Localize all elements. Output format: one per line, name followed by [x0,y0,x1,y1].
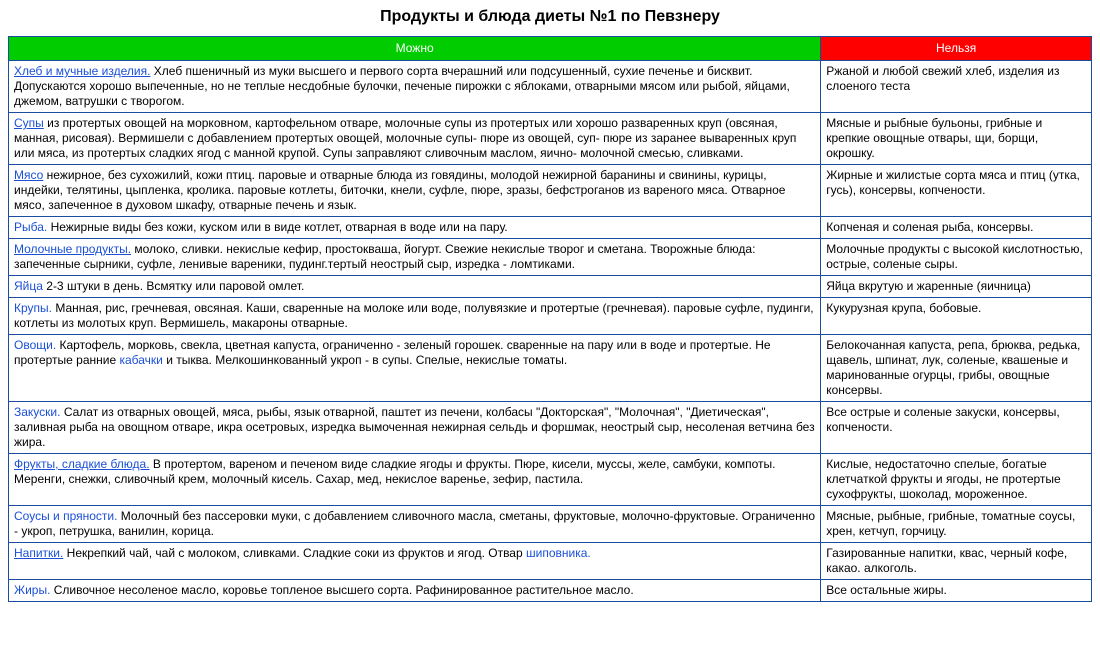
category-label[interactable]: Молочные продукты. [14,242,131,256]
category-label[interactable]: Крупы. [14,301,52,315]
cell-allowed: Закуски. Салат из отварных овощей, мяса,… [9,402,821,454]
table-row: Молочные продукты. молоко, сливки. некис… [9,239,1092,276]
category-label[interactable]: Рыба. [14,220,47,234]
table-row: Крупы. Манная, рис, гречневая, овсяная. … [9,298,1092,335]
cell-allowed: Рыба. Нежирные виды без кожи, куском или… [9,217,821,239]
inline-link[interactable]: кабачки [119,353,162,367]
category-label[interactable]: Фрукты, сладкие блюда. [14,457,150,471]
table-row: Супы из протертых овощей на морковном, к… [9,113,1092,165]
cell-forbidden: Молочные продукты с высокой кислотностью… [821,239,1092,276]
diet-table: Можно Нельзя Хлеб и мучные изделия. Хлеб… [8,36,1092,602]
cell-allowed: Овощи. Картофель, морковь, свекла, цветн… [9,335,821,402]
cell-forbidden: Яйца вкрутую и жаренные (яичница) [821,276,1092,298]
cell-forbidden: Кукурузная крупа, бобовые. [821,298,1092,335]
header-forbidden: Нельзя [821,37,1092,61]
table-body: Хлеб и мучные изделия. Хлеб пшеничный из… [9,61,1092,602]
cell-allowed: Крупы. Манная, рис, гречневая, овсяная. … [9,298,821,335]
cell-allowed: Молочные продукты. молоко, сливки. некис… [9,239,821,276]
cell-forbidden: Копченая и соленая рыба, консервы. [821,217,1092,239]
page-title: Продукты и блюда диеты №1 по Певзнеру [8,8,1092,26]
table-row: Соусы и пряности. Молочный без пассеровк… [9,506,1092,543]
table-row: Рыба. Нежирные виды без кожи, куском или… [9,217,1092,239]
table-row: Яйца 2-3 штуки в день. Всмятку или паров… [9,276,1092,298]
cell-forbidden: Жирные и жилистые сорта мяса и птиц (утк… [821,165,1092,217]
table-row: Напитки. Некрепкий чай, чай с молоком, с… [9,543,1092,580]
cell-forbidden: Все острые и соленые закуски, консервы, … [821,402,1092,454]
category-label[interactable]: Жиры. [14,583,50,597]
category-label[interactable]: Супы [14,116,44,130]
category-label[interactable]: Закуски. [14,405,60,419]
cell-forbidden: Газированные напитки, квас, черный кофе,… [821,543,1092,580]
table-row: Хлеб и мучные изделия. Хлеб пшеничный из… [9,61,1092,113]
category-label[interactable]: Овощи. [14,338,56,352]
cell-allowed: Супы из протертых овощей на морковном, к… [9,113,821,165]
header-allowed: Можно [9,37,821,61]
cell-forbidden: Мясные, рыбные, грибные, томатные соусы,… [821,506,1092,543]
cell-forbidden: Все остальные жиры. [821,580,1092,602]
cell-allowed: Жиры. Сливочное несоленое масло, коровье… [9,580,821,602]
table-row: Овощи. Картофель, морковь, свекла, цветн… [9,335,1092,402]
category-label[interactable]: Напитки. [14,546,63,560]
table-row: Мясо нежирное, без сухожилий, кожи птиц.… [9,165,1092,217]
category-label[interactable]: Яйца [14,279,43,293]
table-row: Закуски. Салат из отварных овощей, мяса,… [9,402,1092,454]
category-label[interactable]: Соусы и пряности. [14,509,117,523]
cell-forbidden: Кислые, недостаточно спелые, богатые кле… [821,454,1092,506]
cell-allowed: Хлеб и мучные изделия. Хлеб пшеничный из… [9,61,821,113]
category-label[interactable]: Мясо [14,168,43,182]
category-label[interactable]: Хлеб и мучные изделия. [14,64,150,78]
cell-allowed: Напитки. Некрепкий чай, чай с молоком, с… [9,543,821,580]
cell-allowed: Мясо нежирное, без сухожилий, кожи птиц.… [9,165,821,217]
cell-forbidden: Белокочанная капуста, репа, брюква, редь… [821,335,1092,402]
cell-forbidden: Мясные и рыбные бульоны, грибные и крепк… [821,113,1092,165]
inline-link[interactable]: шиповника. [526,546,591,560]
cell-allowed: Фрукты, сладкие блюда. В протертом, варе… [9,454,821,506]
cell-forbidden: Ржаной и любой свежий хлеб, изделия из с… [821,61,1092,113]
cell-allowed: Соусы и пряности. Молочный без пассеровк… [9,506,821,543]
cell-allowed: Яйца 2-3 штуки в день. Всмятку или паров… [9,276,821,298]
table-row: Жиры. Сливочное несоленое масло, коровье… [9,580,1092,602]
table-row: Фрукты, сладкие блюда. В протертом, варе… [9,454,1092,506]
